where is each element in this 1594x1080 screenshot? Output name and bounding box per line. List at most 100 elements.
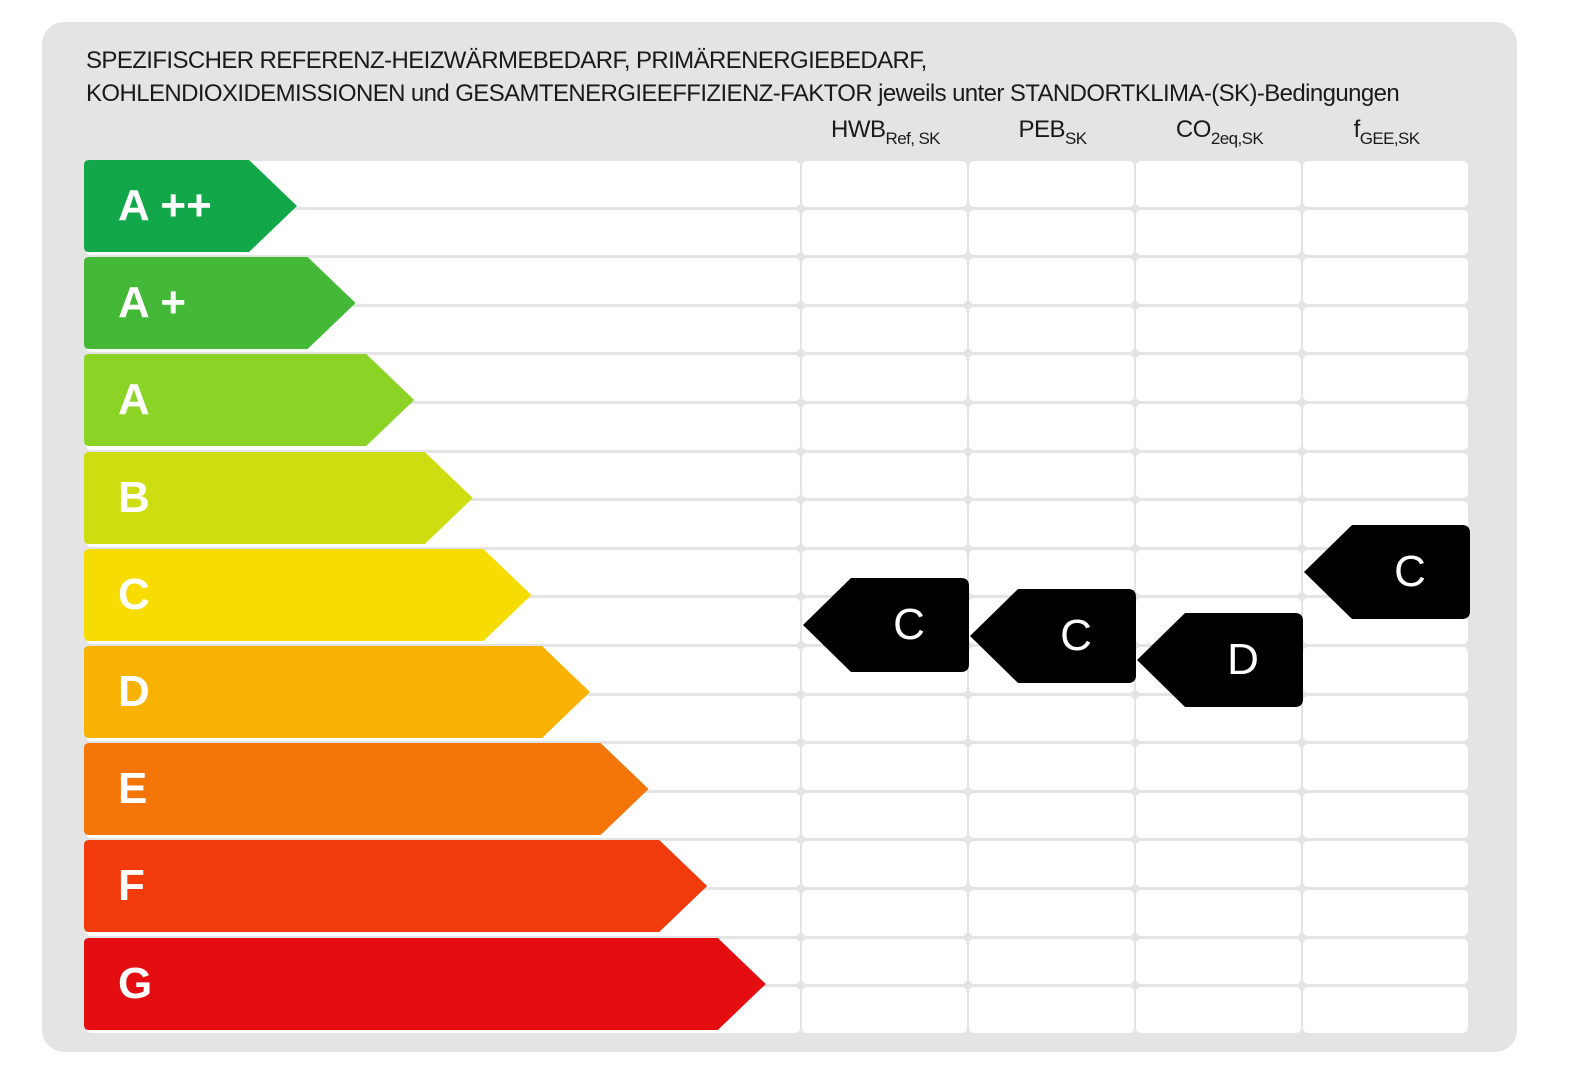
class-band-f: F <box>84 840 708 933</box>
class-band-aplus: A + <box>84 257 356 350</box>
grid-cell <box>802 841 967 887</box>
rating-marker-2: C <box>970 589 1136 683</box>
column-header-hwb: HWBRef, SK <box>802 116 969 149</box>
class-band-label: C <box>118 569 150 619</box>
grid-cell <box>969 841 1134 887</box>
grid-cell <box>1303 938 1468 985</box>
class-band-shape <box>84 646 590 738</box>
class-band-label: G <box>118 958 153 1008</box>
rating-marker-label: D <box>1227 635 1259 684</box>
rating-marker-3: D <box>1137 613 1303 707</box>
class-band-shape <box>84 451 473 544</box>
rating-marker-label: C <box>893 600 925 649</box>
class-band-shape <box>84 937 766 1030</box>
grid-cell <box>1136 306 1301 353</box>
class-band-arrow <box>84 646 590 738</box>
class-band-arrow <box>84 451 473 544</box>
class-band-e: E <box>84 743 649 836</box>
grid-cell <box>802 695 967 742</box>
class-band-arrow <box>84 354 415 447</box>
class-band-arrow <box>84 160 297 252</box>
rating-marker-label: C <box>1394 547 1426 596</box>
class-band-label: A ++ <box>118 181 212 230</box>
class-band-shape <box>84 743 649 836</box>
heading-line-1: SPEZIFISCHER REFERENZ-HEIZWÄRMEBEDARF, P… <box>86 47 927 74</box>
rating-marker-shape <box>1137 613 1303 707</box>
grid-cell <box>1303 890 1468 936</box>
rating-marker-arrow <box>1137 613 1303 707</box>
class-band-arrow <box>84 840 708 933</box>
class-band-a: A <box>84 354 415 447</box>
column-header-co2-sub: 2eq,SK <box>1210 129 1264 148</box>
class-band-arrow <box>84 548 532 641</box>
grid-cell <box>969 890 1134 936</box>
rating-marker-shape <box>1304 525 1470 619</box>
grid-cell <box>1136 404 1301 450</box>
rating-marker-1: C <box>803 578 969 672</box>
grid-cell <box>969 549 1134 596</box>
column-header-peb-main: PEB <box>1018 116 1066 143</box>
grid-cell <box>969 258 1134 304</box>
column-header-fgee: fGEE,SK <box>1303 116 1470 149</box>
grid-cell <box>1136 987 1301 1033</box>
grid-cell <box>802 890 967 936</box>
grid-cell <box>969 501 1134 547</box>
class-band-aplusplus: A ++ <box>84 160 297 252</box>
grid-cell <box>969 792 1134 839</box>
class-band-d: D <box>84 646 590 738</box>
grid-cell <box>1136 744 1301 790</box>
grid-cell <box>802 161 967 207</box>
rating-marker-arrow <box>803 578 969 672</box>
heading-line-2: KOHLENDIOXIDEMISSIONEN und GESAMTENERGIE… <box>86 80 1400 107</box>
grid-cell <box>1303 452 1468 499</box>
class-band-label: E <box>118 764 148 814</box>
grid-cell <box>1136 841 1301 887</box>
grid-cell <box>802 355 967 401</box>
grid-cell <box>802 258 967 304</box>
column-header-hwb-sub: Ref, SK <box>885 129 941 148</box>
grid-cell <box>1303 161 1468 207</box>
class-band-shape <box>84 160 297 252</box>
class-band-g: G <box>84 937 766 1030</box>
grid-cell <box>1136 209 1301 256</box>
class-band-label: F <box>118 861 145 911</box>
chart-heading: SPEZIFISCHER REFERENZ-HEIZWÄRMEBEDARF, P… <box>86 44 1526 110</box>
grid-cell <box>1303 695 1468 742</box>
column-header-fgee-sub: GEE,SK <box>1359 129 1420 148</box>
class-band-shape <box>84 354 415 447</box>
grid-cell <box>1303 404 1468 450</box>
class-band-shape <box>84 257 356 350</box>
grid-cell <box>802 938 967 985</box>
grid-cell <box>1303 209 1468 256</box>
grid-cell <box>1303 987 1468 1033</box>
class-band-label: B <box>118 472 150 522</box>
grid-cell <box>1303 792 1468 839</box>
grid-cell <box>1303 744 1468 790</box>
class-band-b: B <box>84 451 473 544</box>
rating-marker-arrow <box>970 589 1136 683</box>
grid-cell <box>1303 258 1468 304</box>
rating-marker-label: C <box>1060 611 1092 660</box>
grid-cell <box>1136 501 1301 547</box>
rating-marker-arrow <box>1304 525 1470 619</box>
grid-cell <box>1136 549 1301 596</box>
grid-cell <box>802 792 967 839</box>
grid-cell <box>1303 841 1468 887</box>
grid-cell <box>1136 938 1301 985</box>
grid-cell <box>1303 355 1468 401</box>
grid-cell <box>802 306 967 353</box>
grid-cell <box>969 987 1134 1033</box>
class-band-arrow <box>84 937 766 1030</box>
class-band-arrow <box>84 743 649 836</box>
column-header-fgee-main: f <box>1353 116 1361 143</box>
grid-cell <box>802 744 967 790</box>
grid-cell <box>969 209 1134 256</box>
column-header-co2-main: CO <box>1175 116 1212 143</box>
grid-cell <box>802 209 967 256</box>
grid-cell <box>1303 647 1468 693</box>
grid-cell <box>969 306 1134 353</box>
column-header-hwb-main: HWB <box>831 116 886 143</box>
class-band-shape <box>84 840 708 933</box>
grid-cell <box>1136 792 1301 839</box>
grid-cell <box>969 161 1134 207</box>
